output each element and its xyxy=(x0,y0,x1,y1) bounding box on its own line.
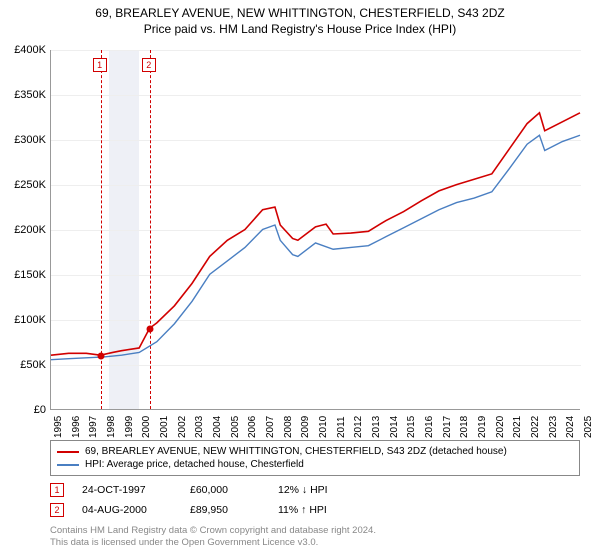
series-svg xyxy=(51,50,580,409)
x-axis-label: 2006 xyxy=(247,416,258,438)
event-date: 04-AUG-2000 xyxy=(82,504,172,516)
x-axis-label: 2023 xyxy=(548,416,559,438)
x-axis-label: 2010 xyxy=(318,416,329,438)
data-point xyxy=(97,353,104,360)
x-axis-label: 2009 xyxy=(300,416,311,438)
chart-subtitle: Price paid vs. HM Land Registry's House … xyxy=(0,20,600,36)
legend-row: 69, BREARLEY AVENUE, NEW WHITTINGTON, CH… xyxy=(57,445,573,458)
x-axis-label: 1998 xyxy=(106,416,117,438)
series-line xyxy=(51,113,580,355)
x-axis-label: 2016 xyxy=(424,416,435,438)
x-axis-label: 2001 xyxy=(159,416,170,438)
y-axis-label: £50K xyxy=(4,359,46,371)
x-axis-label: 2024 xyxy=(565,416,576,438)
y-axis-label: £350K xyxy=(4,89,46,101)
y-axis-label: £400K xyxy=(4,44,46,56)
event-marker-box: 2 xyxy=(142,58,156,72)
event-price: £60,000 xyxy=(190,484,260,496)
footer-line-2: This data is licensed under the Open Gov… xyxy=(50,537,580,549)
x-axis-label: 2014 xyxy=(389,416,400,438)
x-axis-label: 1997 xyxy=(88,416,99,438)
footer-line-1: Contains HM Land Registry data © Crown c… xyxy=(50,525,580,537)
x-axis-label: 2003 xyxy=(194,416,205,438)
chart-plot-area xyxy=(50,50,580,410)
x-axis-label: 2025 xyxy=(583,416,594,438)
series-line xyxy=(51,135,580,359)
x-axis-label: 2021 xyxy=(512,416,523,438)
y-axis-label: £0 xyxy=(4,404,46,416)
x-axis-label: 2002 xyxy=(177,416,188,438)
y-axis-label: £200K xyxy=(4,224,46,236)
x-axis-label: 2018 xyxy=(459,416,470,438)
chart-title: 69, BREARLEY AVENUE, NEW WHITTINGTON, CH… xyxy=(0,0,600,20)
legend-swatch xyxy=(57,451,79,453)
event-id-box: 1 xyxy=(50,483,64,497)
legend-swatch xyxy=(57,464,79,466)
legend-row: HPI: Average price, detached house, Ches… xyxy=(57,458,573,471)
x-axis-label: 1996 xyxy=(71,416,82,438)
event-delta: 11% ↑ HPI xyxy=(278,504,358,516)
x-axis-label: 2008 xyxy=(283,416,294,438)
x-axis-label: 1999 xyxy=(124,416,135,438)
event-delta: 12% ↓ HPI xyxy=(278,484,358,496)
event-id-box: 2 xyxy=(50,503,64,517)
footer-attribution: Contains HM Land Registry data © Crown c… xyxy=(50,525,580,550)
x-axis-label: 2017 xyxy=(442,416,453,438)
legend: 69, BREARLEY AVENUE, NEW WHITTINGTON, CH… xyxy=(50,440,580,476)
y-axis-label: £300K xyxy=(4,134,46,146)
x-axis-label: 2012 xyxy=(353,416,364,438)
x-axis-label: 2005 xyxy=(230,416,241,438)
event-row: 1 24-OCT-1997 £60,000 12% ↓ HPI xyxy=(50,480,580,500)
event-price: £89,950 xyxy=(190,504,260,516)
x-axis-label: 2013 xyxy=(371,416,382,438)
data-point xyxy=(146,326,153,333)
x-axis-label: 2004 xyxy=(212,416,223,438)
x-axis-label: 2022 xyxy=(530,416,541,438)
x-axis-label: 2019 xyxy=(477,416,488,438)
legend-label: 69, BREARLEY AVENUE, NEW WHITTINGTON, CH… xyxy=(85,446,507,457)
event-row: 2 04-AUG-2000 £89,950 11% ↑ HPI xyxy=(50,500,580,520)
x-axis-label: 2000 xyxy=(141,416,152,438)
x-axis-label: 1995 xyxy=(53,416,64,438)
y-axis-label: £150K xyxy=(4,269,46,281)
x-axis-label: 2020 xyxy=(495,416,506,438)
events-table: 1 24-OCT-1997 £60,000 12% ↓ HPI 2 04-AUG-2000… xyxy=(50,480,580,520)
x-axis-label: 2007 xyxy=(265,416,276,438)
x-axis-label: 2015 xyxy=(406,416,417,438)
x-axis-label: 2011 xyxy=(336,416,347,438)
event-marker-box: 1 xyxy=(93,58,107,72)
legend-label: HPI: Average price, detached house, Ches… xyxy=(85,459,304,470)
event-date: 24-OCT-1997 xyxy=(82,484,172,496)
y-axis-label: £100K xyxy=(4,314,46,326)
y-axis-label: £250K xyxy=(4,179,46,191)
